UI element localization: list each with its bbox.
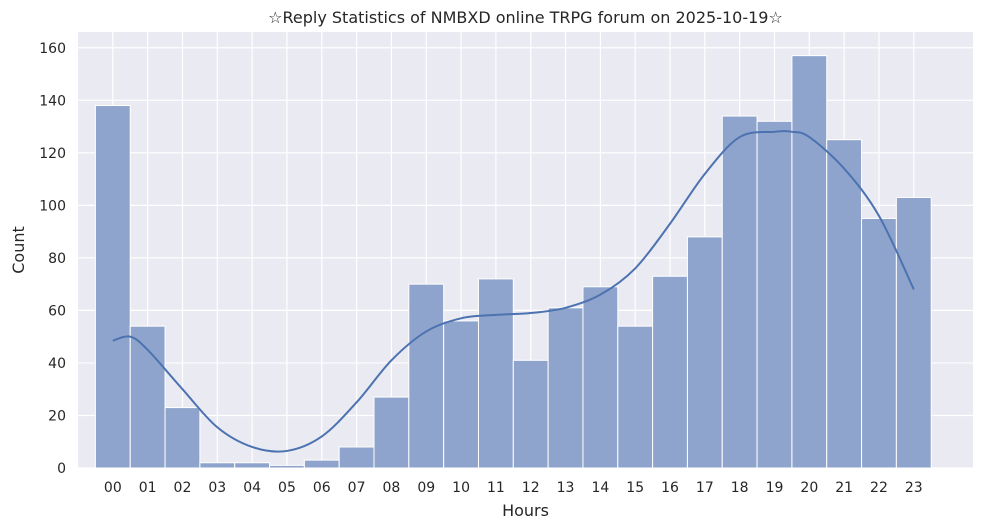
x-tick-label: 13 bbox=[557, 480, 575, 496]
x-tick-label: 19 bbox=[766, 480, 784, 496]
x-tick-label: 02 bbox=[174, 480, 192, 496]
bar-19 bbox=[756, 120, 793, 469]
x-tick-label: 18 bbox=[731, 480, 749, 496]
bar-08 bbox=[373, 396, 410, 469]
x-axis-label: Hours bbox=[502, 501, 549, 520]
y-tick-label: 160 bbox=[39, 41, 66, 57]
bar-13 bbox=[547, 307, 584, 469]
bars-group bbox=[94, 55, 932, 469]
bar-16 bbox=[652, 275, 688, 469]
x-tick-label: 07 bbox=[348, 480, 366, 496]
x-tick-label: 22 bbox=[870, 480, 888, 496]
x-tick-label: 04 bbox=[243, 480, 261, 496]
y-tick-labels: 0 20 40 60 80 100 120 140 160 bbox=[39, 41, 66, 477]
bar-00 bbox=[94, 105, 131, 469]
x-tick-label: 20 bbox=[800, 480, 818, 496]
bar-23 bbox=[895, 196, 932, 469]
x-tick-label: 08 bbox=[383, 480, 401, 496]
y-tick-label: 60 bbox=[48, 303, 66, 319]
bar-21 bbox=[826, 139, 863, 469]
x-tick-label: 09 bbox=[417, 480, 435, 496]
y-tick-label: 0 bbox=[57, 461, 66, 477]
bar-20 bbox=[791, 55, 828, 469]
bar-07 bbox=[338, 446, 375, 469]
x-tick-label: 14 bbox=[591, 480, 609, 496]
x-tick-label: 16 bbox=[661, 480, 679, 496]
bar-02 bbox=[164, 407, 201, 469]
y-tick-label: 20 bbox=[48, 408, 66, 424]
bar-04 bbox=[234, 462, 271, 469]
bar-15 bbox=[617, 325, 654, 469]
x-tick-label: 05 bbox=[278, 480, 296, 496]
x-tick-label: 17 bbox=[696, 480, 714, 496]
x-tick-label: 06 bbox=[313, 480, 331, 496]
bar-06 bbox=[303, 459, 340, 469]
kde-curve bbox=[112, 130, 915, 453]
bar-18 bbox=[721, 115, 758, 469]
bar-09 bbox=[408, 283, 445, 469]
x-tick-labels: 00 01 02 03 04 05 06 07 08 09 10 11 12 13 14 15 16 17 18 19… bbox=[104, 480, 923, 496]
bar-01 bbox=[129, 325, 166, 469]
x-tick-label: 21 bbox=[835, 480, 853, 496]
x-tick-label: 15 bbox=[626, 480, 644, 496]
x-tick-label: 12 bbox=[522, 480, 540, 496]
bar-03 bbox=[199, 462, 236, 469]
x-tick-label: 03 bbox=[208, 480, 226, 496]
x-tick-label: 00 bbox=[104, 480, 122, 496]
bar-05 bbox=[269, 464, 305, 469]
kde-group bbox=[112, 130, 915, 453]
bar-14 bbox=[582, 286, 619, 469]
bar-17 bbox=[686, 236, 723, 469]
y-tick-label: 120 bbox=[39, 146, 66, 162]
bar-10 bbox=[443, 320, 479, 469]
x-tick-label: 10 bbox=[452, 480, 470, 496]
x-tick-label: 01 bbox=[139, 480, 157, 496]
y-tick-label: 80 bbox=[48, 251, 66, 267]
bar-22 bbox=[861, 217, 897, 469]
x-tick-label: 11 bbox=[487, 480, 505, 496]
x-tick-label: 23 bbox=[905, 480, 923, 496]
chart-title: ☆Reply Statistics of NMBXD online TRPG f… bbox=[268, 8, 783, 27]
y-tick-label: 100 bbox=[39, 198, 66, 214]
y-tick-label: 140 bbox=[39, 93, 66, 109]
y-tick-label: 40 bbox=[48, 356, 66, 372]
bar-11 bbox=[477, 278, 514, 469]
y-axis-label: Count bbox=[9, 226, 28, 274]
bar-12 bbox=[512, 359, 549, 469]
